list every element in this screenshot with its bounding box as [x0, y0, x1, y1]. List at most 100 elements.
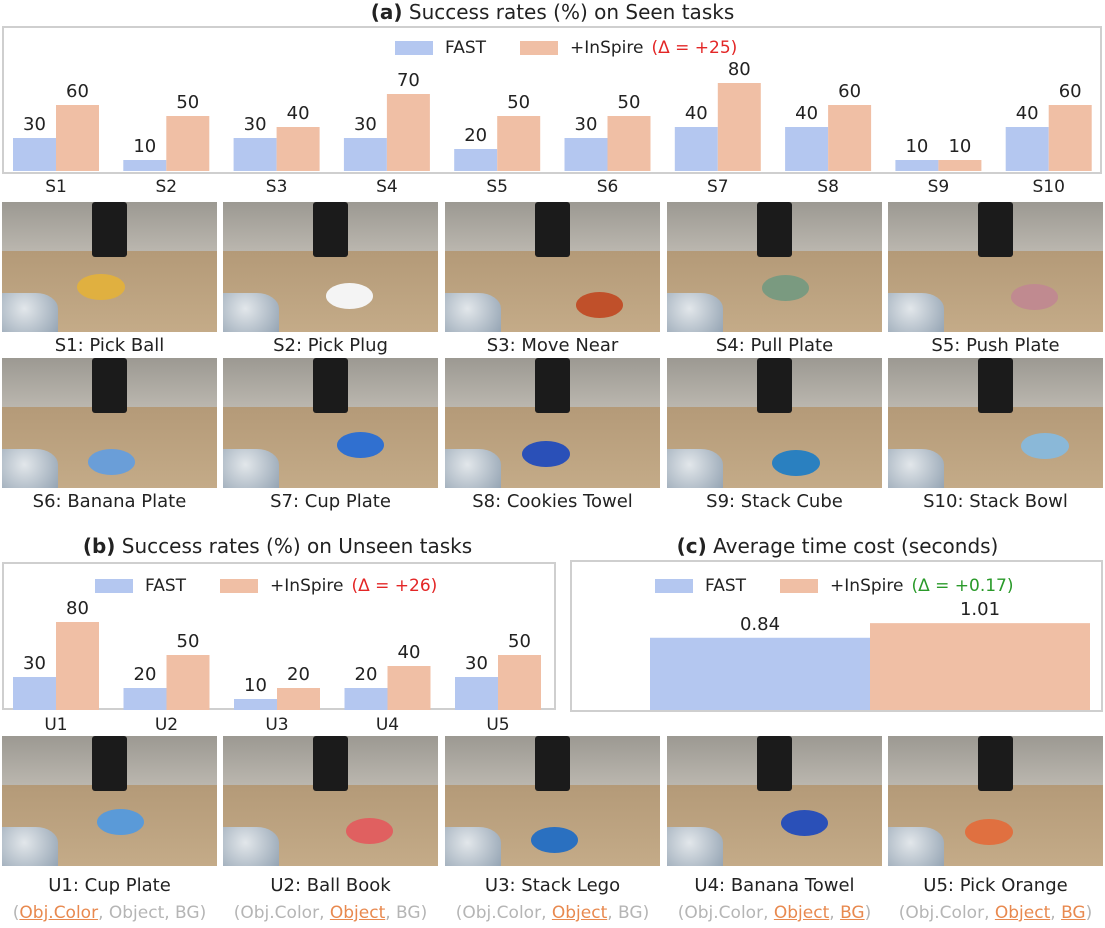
chart-a-tick-label: S4 — [376, 177, 398, 197]
unseen-task-3-factors: (Obj.Color, Object, BG) — [455, 903, 650, 923]
chart-a-bar-inspire-S9 — [938, 160, 982, 171]
chart-c-bar-fast-0 — [650, 637, 870, 710]
chart-a-bar-fast-S5 — [454, 149, 498, 171]
legend-swatch-inspire-b — [220, 579, 259, 593]
seen-task-2-photo — [223, 202, 438, 332]
chart-b-data-label: 50 — [508, 631, 531, 652]
chart-a-svg: 30 60 S1 10 50 S2 30 40 S3 30 70 S4 20 50 S5 30 50 S6 40 80… — [13, 59, 1092, 197]
unseen-task-1-caption: U1: Cup Plate — [48, 875, 171, 896]
chart-a-data-label: 60 — [838, 81, 861, 102]
legend-label-fast-b: FAST — [145, 576, 187, 596]
chart-a-bar-inspire-S1 — [56, 105, 99, 171]
chart-c-data-label: 1.01 — [960, 599, 1000, 620]
chart-a-data-label: 50 — [618, 92, 641, 113]
chart-a-tick-label: S9 — [928, 177, 950, 197]
chart-b-data-label: 10 — [244, 675, 267, 696]
legend-swatch-inspire — [520, 41, 559, 55]
chart-a-bar-inspire-S8 — [828, 105, 872, 171]
chart-a-bar-fast-S1 — [13, 138, 56, 171]
chart-b-bar-fast-U3 — [234, 699, 277, 710]
unseen-task-1-photo — [2, 736, 217, 866]
legend-label-fast: FAST — [445, 38, 487, 58]
chart-a-bar-fast-S3 — [233, 138, 277, 171]
legend-label-inspire-c: +InSpire — [830, 576, 904, 596]
seen-task-5-caption: S5: Push Plate — [931, 335, 1060, 356]
chart-a-data-label: 60 — [66, 81, 89, 102]
unseen-task-2-photo — [223, 736, 438, 866]
chart-a-tick-label: S6 — [597, 177, 619, 197]
chart-b-data-label: 50 — [177, 631, 200, 652]
chart-a-data-label: 10 — [905, 136, 928, 157]
unseen-task-4-factors: (Obj.Color, Object, BG) — [677, 903, 872, 923]
chart-b-bar-inspire-U2 — [166, 655, 210, 710]
seen-task-6-caption: S6: Banana Plate — [32, 491, 187, 512]
seen-task-7-caption: S7: Cup Plate — [270, 491, 391, 512]
chart-a-data-label: 40 — [287, 103, 310, 124]
chart-b-data-label: 30 — [465, 653, 488, 674]
unseen-task-2-factors: (Obj.Color, Object, BG) — [233, 903, 428, 923]
panel-b-title-text: Success rates (%) on Unseen tasks — [121, 534, 473, 558]
chart-b-bar-fast-U1 — [13, 677, 56, 710]
legend-swatch-fast-c — [655, 579, 693, 593]
seen-task-9-photo — [667, 358, 882, 488]
chart-a-tick-label: S1 — [45, 177, 67, 197]
chart-a-data-label: 70 — [397, 70, 420, 91]
chart-a-data-label: 20 — [464, 125, 487, 146]
seen-task-2-caption: S2: Pick Plug — [273, 335, 388, 356]
chart-b-bar-inspire-U4 — [387, 666, 431, 710]
unseen-task-5-factors: (Obj.Color, Object, BG) — [898, 903, 1093, 923]
chart-b-bar-inspire-U3 — [277, 688, 320, 710]
chart-b-data-label: 80 — [66, 598, 89, 619]
chart-a-tick-label: S10 — [1032, 177, 1064, 197]
chart-a-bar-inspire-S7 — [717, 83, 761, 171]
panel-a-legend: FAST +InSpire (Δ = +25) — [395, 38, 737, 58]
panel-a-title-bold: (a) — [370, 0, 403, 24]
panel-c-title-bold: (c) — [676, 534, 707, 558]
chart-a-data-label: 40 — [795, 103, 818, 124]
chart-a-data-label: 40 — [685, 103, 708, 124]
chart-a-data-label: 80 — [728, 59, 751, 80]
panel-c-delta: (Δ = +0.17) — [911, 576, 1014, 596]
panel-a-title: (a) Success rates (%) on Seen tasks — [0, 0, 1105, 24]
chart-a-tick-label: S3 — [266, 177, 288, 197]
chart-b-tick-label: U3 — [265, 715, 288, 735]
chart-b-tick-label: U4 — [376, 715, 399, 735]
chart-a-data-label: 10 — [948, 136, 971, 157]
chart-a-data-label: 60 — [1059, 81, 1082, 102]
chart-a-bar-fast-S8 — [785, 127, 829, 171]
chart-b-tick-label: U5 — [486, 715, 509, 735]
chart-a-bar-inspire-S4 — [386, 94, 430, 171]
seen-task-9-caption: S9: Stack Cube — [706, 491, 843, 512]
unseen-task-2-caption: U2: Ball Book — [270, 875, 391, 896]
chart-b-data-label: 20 — [355, 664, 378, 685]
unseen-task-4-caption: U4: Banana Towel — [694, 875, 855, 896]
panel-b-title-bold: (b) — [82, 534, 116, 558]
chart-a-bar-inspire-S5 — [497, 116, 541, 171]
seen-task-1-photo — [2, 202, 217, 332]
chart-a-data-label: 30 — [354, 114, 377, 135]
chart-b-tick-label: U1 — [44, 715, 67, 735]
chart-a-data-label: 40 — [1016, 103, 1039, 124]
chart-a-bar-fast-S10 — [1005, 127, 1049, 171]
seen-task-8-caption: S8: Cookies Towel — [472, 491, 633, 512]
panel-c-title: (c) Average time cost (seconds) — [570, 534, 1105, 558]
chart-a-data-label: 50 — [507, 92, 530, 113]
panel-b-delta: (Δ = +26) — [351, 576, 438, 596]
chart-b-data-label: 20 — [134, 664, 157, 685]
seen-task-6-photo — [2, 358, 217, 488]
chart-a-bar-fast-S6 — [564, 138, 608, 171]
chart-a-tick-label: S2 — [155, 177, 177, 197]
chart-a-bar-inspire-S2 — [166, 116, 210, 171]
seen-task-7-photo — [223, 358, 438, 488]
unseen-task-3-caption: U3: Stack Lego — [484, 875, 621, 896]
chart-c-bar-inspire-0 — [870, 623, 1090, 710]
chart-a-data-label: 30 — [575, 114, 598, 135]
chart-a-tick-label: S8 — [817, 177, 839, 197]
panel-a-delta: (Δ = +25) — [651, 38, 738, 58]
chart-b-bar-fast-U2 — [123, 688, 167, 710]
seen-task-4-caption: S4: Pull Plate — [715, 335, 834, 356]
chart-b-bar-fast-U5 — [455, 677, 498, 710]
chart-b-bar-inspire-U1 — [56, 622, 99, 710]
legend-swatch-fast — [395, 41, 433, 55]
chart-a-data-label: 30 — [23, 114, 46, 135]
